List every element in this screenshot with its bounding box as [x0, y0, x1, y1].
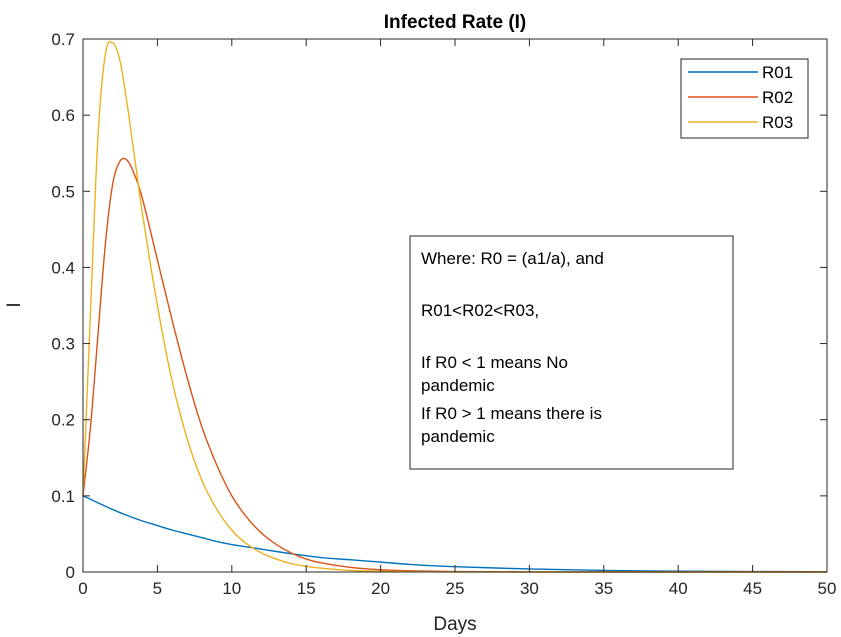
tick-layer: 0 5 10 15 20 25 30 35 40 45 50 0 0.1 0.2 0.3 0.4 0.5 0.6 0… — [51, 30, 836, 598]
x-tick-label: 50 — [818, 579, 837, 598]
series-line-r01 — [82, 495, 828, 573]
x-tick-label: 15 — [297, 579, 316, 598]
annotation-line: pandemic — [421, 376, 495, 395]
x-tick-label: 25 — [446, 579, 465, 598]
legend-label-r01: R01 — [762, 63, 793, 82]
plot-frame — [82, 38, 828, 573]
x-tick-label: 40 — [669, 579, 688, 598]
legend: R01 R02 R03 — [680, 58, 809, 139]
x-tick-label: 30 — [520, 579, 539, 598]
annotation-line: If R0 > 1 means there is — [421, 404, 602, 423]
y-tick-label: 0.3 — [51, 335, 75, 354]
y-axis-label: I — [4, 302, 25, 307]
legend-label-r02: R02 — [762, 88, 793, 107]
x-tick-label: 10 — [222, 579, 241, 598]
y-tick-label: 0.5 — [51, 182, 75, 201]
annotation-box: Where: R0 = (a1/a), and R01<R02<R03, If R0… — [409, 235, 734, 470]
y-tick-label: 0.2 — [51, 411, 75, 430]
annotation-line: R01<R02<R03, — [421, 301, 539, 320]
x-tick-label: 20 — [371, 579, 390, 598]
x-tick-label: 35 — [594, 579, 613, 598]
annotation-line: Where: R0 = (a1/a), and — [421, 249, 604, 268]
x-tick-label: 0 — [78, 579, 87, 598]
x-tick-label: 45 — [743, 579, 762, 598]
annotation-line: If R0 < 1 means No — [421, 353, 568, 372]
y-tick-label: 0.6 — [51, 106, 75, 125]
legend-label-r03: R03 — [762, 113, 793, 132]
x-tick-label: 5 — [153, 579, 162, 598]
annotation-frame — [409, 235, 734, 470]
annotation-line: pandemic — [421, 427, 495, 446]
x-axis-label: Days — [433, 614, 476, 635]
y-tick-label: 0 — [66, 563, 75, 582]
y-tick-label: 0.4 — [51, 258, 75, 277]
y-tick-label: 0.1 — [51, 487, 75, 506]
chart-title: Infected Rate (I) — [384, 12, 527, 33]
y-tick-label: 0.7 — [51, 30, 75, 49]
